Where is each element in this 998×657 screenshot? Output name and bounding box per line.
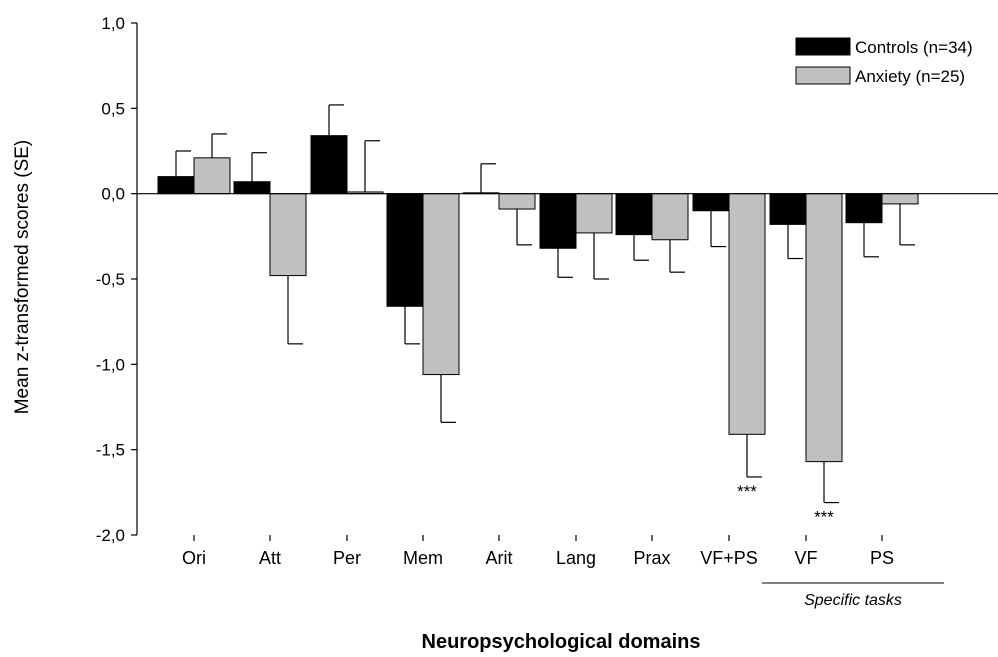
- legend-label: Anxiety (n=25): [855, 67, 965, 86]
- bar-controls: [845, 193, 883, 224]
- legend-swatch-anxiety: [795, 66, 851, 85]
- legend-swatch-controls: [795, 37, 851, 56]
- x-tick-label: VF: [794, 548, 817, 568]
- bar-anxiety: [881, 193, 919, 205]
- bar-anxiety: [422, 193, 460, 376]
- bar-anxiety: [193, 157, 231, 195]
- y-tick-label: -2,0: [96, 526, 125, 545]
- significance-marker: ***: [814, 508, 834, 527]
- bar-controls: [386, 193, 424, 307]
- x-tick-label: Ori: [182, 548, 206, 568]
- group-bracket-label: Specific tasks: [804, 592, 902, 609]
- bar-anxiety: [498, 193, 536, 210]
- x-tick-label: Lang: [556, 548, 596, 568]
- x-tick-label: VF+PS: [700, 548, 758, 568]
- bar-controls: [692, 193, 730, 212]
- y-tick-label: -1,5: [96, 441, 125, 460]
- bar-controls: [615, 193, 653, 236]
- plot-area: -2,0 -1,5 -1,0 -0,5 0,0 0,5 1,0 Ori Att Per Mem Ari…: [96, 14, 998, 609]
- bar-controls: [233, 181, 271, 195]
- bar-controls: [769, 193, 807, 225]
- x-tick-label: Per: [333, 548, 361, 568]
- bar-controls: [310, 135, 348, 195]
- bar-controls: [157, 176, 195, 195]
- bar-anxiety: [651, 193, 689, 241]
- bar-anxiety: [805, 193, 843, 463]
- bar-anxiety: [269, 193, 307, 277]
- significance-marker: ***: [737, 482, 757, 501]
- x-axis-label: Neuropsychological domains: [422, 631, 701, 653]
- legend-label: Controls (n=34): [855, 38, 973, 57]
- y-tick-label: 0,0: [101, 185, 125, 204]
- y-tick-label: 0,5: [101, 99, 125, 118]
- y-tick-label: -1,0: [96, 355, 125, 374]
- bar-controls: [539, 193, 577, 249]
- x-tick-label: Mem: [403, 548, 443, 568]
- bar-anxiety: [728, 193, 766, 435]
- x-tick-label: PS: [870, 548, 894, 568]
- x-tick-label: Prax: [633, 548, 670, 568]
- y-tick-label: -0,5: [96, 270, 125, 289]
- x-tick-label: Arit: [486, 548, 513, 568]
- bar-anxiety: [575, 193, 613, 234]
- y-axis-label: Mean z-transformed scores (SE): [12, 140, 33, 415]
- y-tick-label: 1,0: [101, 14, 125, 33]
- x-tick-label: Att: [259, 548, 281, 568]
